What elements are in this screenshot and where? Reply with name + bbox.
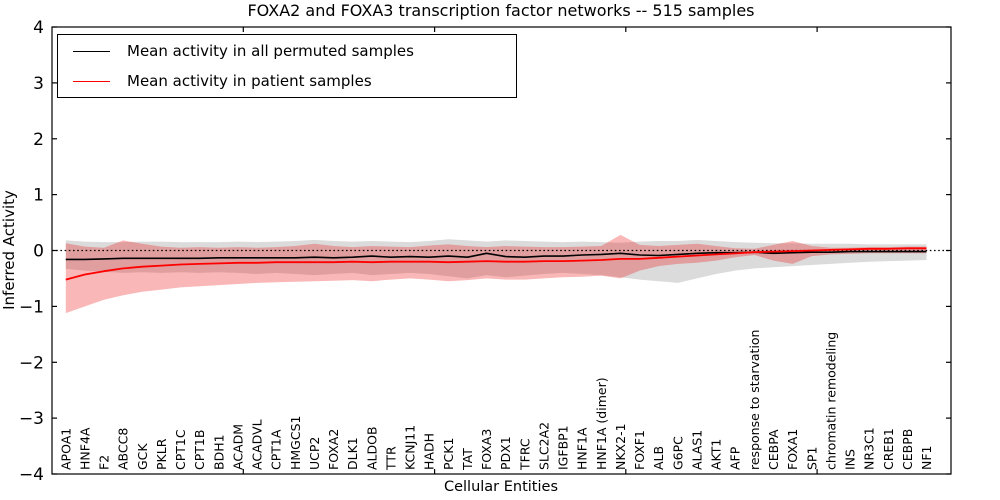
x-category-label: chromatin remodeling [823, 332, 838, 470]
x-category-label: AKT1 [709, 439, 724, 470]
x-category-label: CREB1 [881, 428, 896, 470]
x-category-label: DLK1 [345, 437, 360, 470]
x-category-label: UCP2 [307, 437, 322, 470]
x-category-label: NKX2-1 [613, 423, 628, 470]
x-category-label: IGFBP1 [556, 425, 571, 470]
y-tick-label: −3 [19, 409, 44, 429]
y-tick-label: 3 [33, 74, 44, 94]
y-tick-label: 0 [33, 242, 44, 262]
x-category-label: GCK [135, 443, 150, 470]
x-category-label: FOXA2 [326, 429, 341, 470]
x-category-label: FOXA3 [479, 429, 494, 470]
y-tick-label: 1 [33, 186, 44, 206]
x-category-label: NF1 [919, 446, 934, 471]
x-category-label: BDH1 [211, 434, 226, 470]
legend: Mean activity in all permuted samples Me… [57, 34, 517, 98]
x-category-label: ALB [651, 446, 666, 470]
x-category-label: CEBPA [766, 429, 781, 470]
legend-line-permuted-icon [73, 50, 110, 52]
x-category-label: G6PC [670, 436, 685, 470]
x-category-label: ALAS1 [690, 430, 705, 470]
y-tick-label: 2 [33, 130, 44, 150]
x-category-label: HNF4A [77, 427, 92, 470]
x-category-label: CPT1B [192, 430, 207, 470]
x-category-label: PKLR [154, 438, 169, 470]
x-category-label: AFP [728, 446, 743, 470]
permuted-mean-line [65, 250, 927, 261]
x-category-label: TAT [460, 448, 475, 471]
x-category-label: ACADVL [250, 419, 265, 470]
legend-line-patient-icon [73, 80, 110, 82]
x-category-label: INS [843, 449, 858, 470]
x-category-label: SLC2A2 [537, 422, 552, 470]
x-category-label: PDX1 [498, 436, 513, 470]
legend-label-patient: Mean activity in patient samples [127, 72, 372, 90]
x-category-label: APOA1 [58, 428, 73, 470]
y-tick-label: −2 [19, 353, 44, 373]
x-category-label: CPT1A [269, 429, 284, 470]
x-category-label: FOXA1 [785, 429, 800, 470]
patient-mean-line [65, 247, 927, 281]
x-category-label: CEBPB [900, 429, 915, 470]
x-category-label: HNF1A (dimer) [594, 377, 609, 470]
x-category-label: response to starvation [747, 330, 762, 471]
chart-layers: −4 −3 −2 −1 0 1 2 3 4 APOA1 HNF4A F2 ABCC8 GCK PKLR CPT… [19, 18, 952, 485]
x-category-label: ACADM [230, 424, 245, 470]
x-category-label: FOXF1 [632, 430, 647, 470]
y-tick-label: −4 [19, 465, 44, 485]
x-category-label: CPT1C [173, 429, 188, 470]
y-tick-label: −1 [19, 297, 44, 317]
x-category-label: ABCC8 [116, 428, 131, 470]
legend-entry-permuted: Mean activity in all permuted samples [58, 37, 516, 65]
x-category-label: TTR [383, 446, 398, 471]
x-category-label: F2 [97, 455, 112, 470]
x-axis-label: Cellular Entities [444, 479, 558, 495]
x-category-label: HADH [422, 433, 437, 470]
x-category-label: HNF1A [575, 427, 590, 470]
legend-entry-patient: Mean activity in patient samples [58, 67, 516, 95]
legend-label-permuted: Mean activity in all permuted samples [127, 42, 414, 60]
chart-title: FOXA2 and FOXA3 transcription factor net… [247, 1, 754, 20]
x-category-label: ALDOB [364, 426, 379, 470]
x-category-label: HMGCS1 [288, 416, 303, 471]
y-tick-label: 4 [33, 18, 44, 38]
x-category-label: NR3C1 [862, 427, 877, 470]
x-category-label: TFRC [517, 438, 532, 471]
x-category-label: SP1 [804, 447, 819, 470]
y-axis-label: Inferred Activity [0, 190, 18, 310]
x-category-label: PCK1 [441, 438, 456, 470]
x-category-label: KCNJ11 [403, 425, 418, 470]
